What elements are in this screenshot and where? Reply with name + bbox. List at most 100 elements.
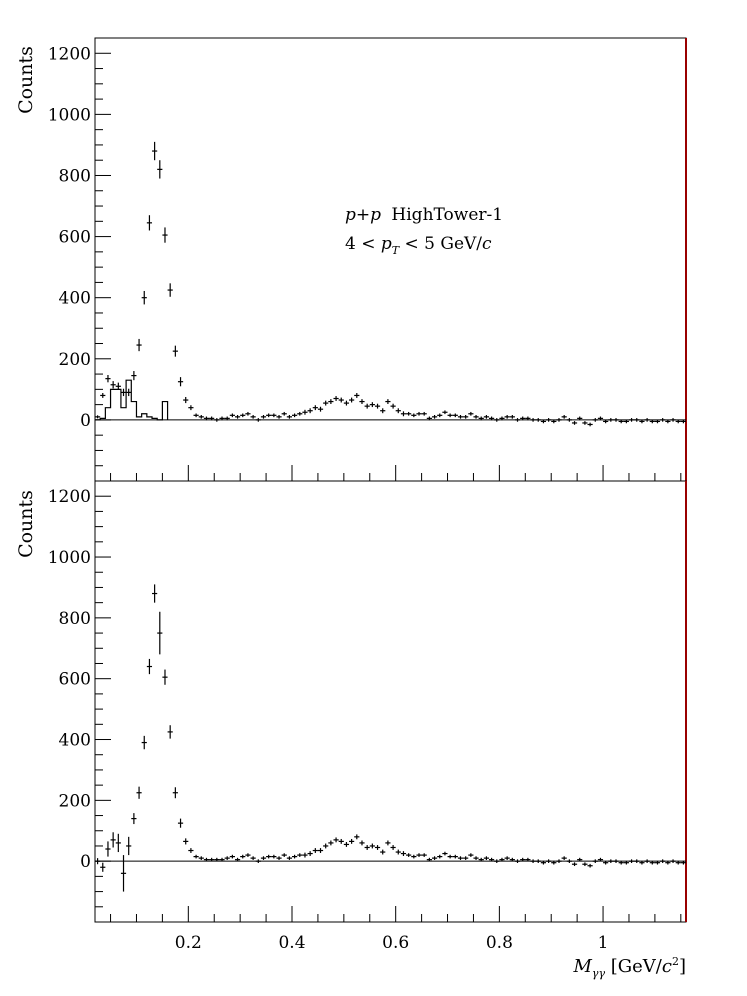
data-point [214,418,220,422]
data-point [660,859,666,863]
data-point [136,786,142,799]
data-point [623,419,629,424]
data-point [333,837,339,843]
data-point [675,860,681,865]
data-point [364,403,370,409]
data-points-top [95,141,686,427]
data-point [234,415,241,419]
data-point [146,658,153,675]
data-point [634,859,640,863]
data-point [276,415,282,419]
data-point [421,411,427,416]
data-point [126,388,132,397]
data-point [530,859,536,863]
data-point [317,848,324,853]
data-point [675,419,681,424]
data-point [509,415,515,419]
data-point [157,611,163,655]
y-tick-label: 600 [59,228,91,248]
data-point [452,854,458,859]
data-point [623,860,629,865]
data-point [514,859,521,863]
data-point [260,856,267,860]
data-point [369,402,375,408]
data-point [514,418,521,422]
data-point [328,840,334,846]
data-point [400,851,407,857]
data-point [644,859,650,863]
data-point [219,416,225,421]
data-point [483,856,489,860]
data-point [110,832,116,848]
data-point [245,853,251,857]
x-tick-label: 0.4 [278,933,305,953]
y-axis-top: 0 200 400 600 800 1000 1200 [48,37,686,481]
data-point [566,859,572,863]
data-point [141,735,147,750]
data-point [442,410,448,415]
data-point [592,859,598,863]
data-point [587,863,593,868]
data-point [317,406,324,412]
data-point [214,857,220,862]
y-axis-label-top: Counts [15,46,37,114]
y-tick-label: 0 [80,411,91,431]
data-point [468,411,474,416]
data-point [680,860,686,865]
data-point [209,857,215,862]
data-point [530,418,536,422]
data-point [561,856,567,860]
data-point [271,854,277,859]
data-point [354,393,360,398]
data-point [639,860,645,865]
data-point [421,853,427,857]
data-point [452,413,458,418]
data-point [240,854,246,859]
data-point [390,403,396,409]
data-point [188,405,194,411]
data-point [152,584,158,603]
data-point [608,418,614,422]
data-point [546,859,552,863]
data-point [167,725,173,739]
data-point [281,853,287,857]
data-point [338,397,344,403]
data-point [546,418,552,422]
data-point [442,851,448,856]
y-tick-label: 1000 [48,548,91,568]
data-point [395,408,401,414]
data-point [209,416,215,421]
data-point [266,854,272,859]
data-point [255,418,261,422]
data-point [411,854,417,859]
data-point [286,856,292,860]
data-point [525,857,531,862]
data-point [100,393,106,398]
data-point [183,396,189,404]
data-point [333,396,339,401]
data-point [120,855,127,892]
data-point [654,419,661,424]
data-point [597,416,604,421]
data-point [426,857,432,862]
data-point [473,415,479,419]
data-point [473,856,479,860]
data-point [136,338,142,352]
data-point [240,413,246,418]
data-point [431,856,438,860]
data-point [302,852,308,858]
data-point [328,399,334,405]
data-point [385,399,391,405]
x-tick-label: 0.6 [382,933,409,953]
data-point [229,413,235,418]
y-tick-label: 0 [80,852,91,872]
data-point [245,411,251,416]
data-point [561,415,567,419]
data-point [219,857,225,862]
data-point [577,857,583,862]
data-point [250,415,256,419]
data-point [478,857,484,862]
data-point [157,160,163,179]
data-point [359,840,365,846]
